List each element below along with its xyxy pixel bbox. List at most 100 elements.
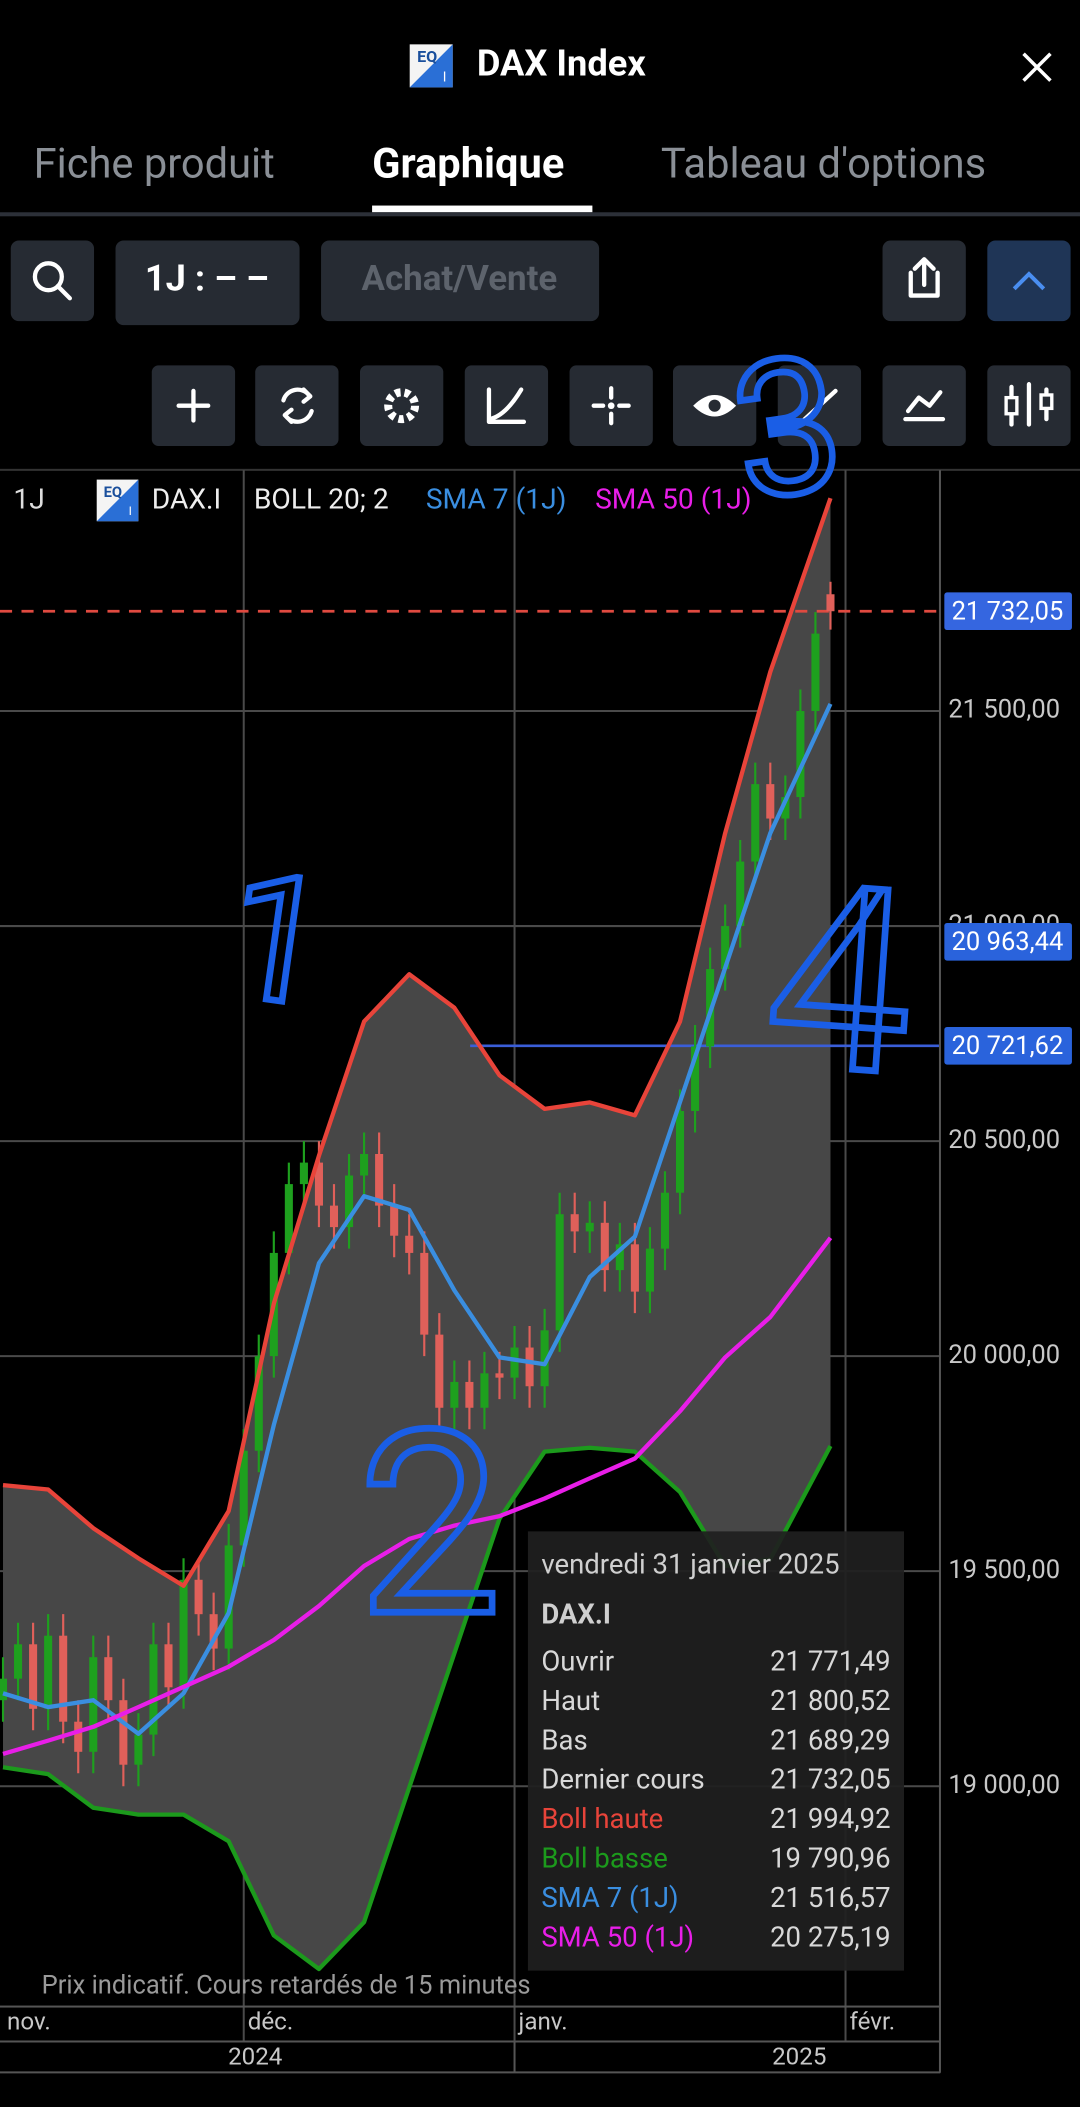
candle-body bbox=[555, 1214, 564, 1331]
indicator-line bbox=[2, 497, 833, 1588]
candle-body bbox=[390, 1205, 399, 1236]
candle-body bbox=[751, 784, 760, 862]
crosshair-icon bbox=[591, 386, 631, 426]
refresh-icon bbox=[281, 387, 314, 424]
period-button[interactable] bbox=[115, 240, 300, 326]
y-tick-label: 19 000,00 bbox=[948, 1770, 1060, 1800]
candle-body bbox=[495, 1373, 504, 1378]
candle-body bbox=[179, 1579, 188, 1688]
footnote: Prix indicatif. Cours retardés de 15 min… bbox=[42, 1970, 531, 2000]
curve-icon bbox=[486, 387, 527, 424]
candle-body bbox=[0, 1678, 8, 1701]
chart-type-button[interactable] bbox=[882, 365, 966, 446]
candle-body bbox=[329, 1205, 339, 1228]
tooltip-label: Bas bbox=[541, 1723, 587, 1756]
candle-body bbox=[525, 1347, 534, 1387]
candle-body bbox=[675, 1110, 685, 1193]
trade-label: Achat/Vente bbox=[362, 258, 558, 299]
candle-body bbox=[510, 1347, 519, 1378]
crosshair-icon bbox=[607, 402, 615, 410]
candle-body bbox=[480, 1373, 489, 1408]
candle-body bbox=[600, 1222, 609, 1271]
gear-icon bbox=[396, 400, 408, 412]
refresh-button[interactable] bbox=[255, 365, 339, 446]
bollinger-band bbox=[3, 498, 831, 1969]
candle-body bbox=[585, 1222, 594, 1232]
tooltip-label: Boll basse bbox=[541, 1842, 667, 1875]
candle-body bbox=[736, 861, 745, 927]
candle-body bbox=[766, 784, 775, 819]
candle-body bbox=[104, 1657, 113, 1701]
candle-body bbox=[796, 711, 805, 798]
candle-body bbox=[29, 1644, 38, 1709]
y-tick-label: 19 500,00 bbox=[948, 1555, 1060, 1585]
candle-body bbox=[314, 1162, 323, 1206]
tooltip-label: SMA 7 (1J) bbox=[541, 1881, 678, 1914]
tab[interactable]: Fiche produit bbox=[34, 140, 275, 189]
tooltip-value: 19 790,96 bbox=[770, 1842, 891, 1875]
candle-body bbox=[209, 1614, 218, 1649]
price-tag bbox=[944, 1026, 1072, 1065]
share-icon bbox=[908, 257, 940, 298]
candle-body bbox=[615, 1244, 624, 1271]
legend-icon bbox=[96, 479, 139, 522]
x-axis-line bbox=[0, 2040, 941, 2043]
search-icon bbox=[32, 261, 64, 293]
period-label: 1J : – – bbox=[145, 256, 269, 299]
header: EQ I DAX Index bbox=[409, 41, 1052, 88]
trade-button[interactable] bbox=[321, 240, 600, 322]
price-tag-label: 20 721,62 bbox=[952, 1031, 1064, 1061]
candle-body bbox=[164, 1644, 173, 1688]
tooltip-value: 21 689,29 bbox=[770, 1723, 891, 1756]
pen-icon bbox=[801, 388, 838, 423]
search-button[interactable] bbox=[10, 240, 95, 322]
price-tag bbox=[944, 922, 1072, 961]
candle-body bbox=[74, 1721, 83, 1752]
x-tick-label: févr. bbox=[850, 2007, 896, 2035]
line-chart-icon bbox=[903, 390, 946, 422]
divider bbox=[0, 212, 1080, 217]
tab-active[interactable]: Graphique bbox=[372, 140, 564, 189]
tooltip-symbol: DAX.I bbox=[541, 1597, 611, 1630]
tooltip-value: 21 994,92 bbox=[770, 1802, 891, 1835]
tab[interactable]: Tableau d'options bbox=[661, 140, 986, 189]
indicator-line bbox=[2, 1445, 833, 1972]
candle-body bbox=[645, 1248, 654, 1292]
candle-body bbox=[691, 1046, 700, 1111]
product-icon-shade bbox=[409, 44, 453, 88]
x-axis-line bbox=[0, 2005, 941, 2008]
candle-body bbox=[721, 926, 730, 970]
tooltip-value: 21 800,52 bbox=[770, 1684, 891, 1717]
y-tick-label: 20 000,00 bbox=[948, 1340, 1060, 1370]
icon-text: EQ bbox=[104, 483, 123, 501]
icon-text: EQ bbox=[417, 47, 437, 66]
legend-symbol: DAX.I bbox=[152, 483, 221, 516]
tooltip: vendredi 31 janvier 2025 DAX.I Ouvrir 21 77… bbox=[527, 1531, 905, 1971]
tab-underline bbox=[372, 205, 593, 213]
candle-body bbox=[119, 1700, 128, 1765]
tooltip-date: vendredi 31 janvier 2025 bbox=[541, 1548, 839, 1581]
legend-entry: SMA 50 (1J) bbox=[595, 483, 752, 516]
icon-text: I bbox=[443, 70, 447, 85]
candle-body bbox=[44, 1635, 53, 1709]
candle-body bbox=[630, 1244, 639, 1292]
candle-body bbox=[826, 594, 835, 612]
tooltip-label: Ouvrir bbox=[541, 1644, 614, 1677]
tooltip-value: 20 275,19 bbox=[770, 1921, 891, 1954]
search-icon bbox=[55, 284, 72, 301]
price-tag-label: 21 732,05 bbox=[952, 596, 1064, 626]
candle-body bbox=[375, 1154, 384, 1206]
icon-text: I bbox=[129, 504, 132, 518]
tooltip-label: Haut bbox=[541, 1684, 600, 1717]
candle-body bbox=[420, 1252, 429, 1335]
collapse-button[interactable] bbox=[987, 240, 1071, 322]
indicator-button[interactable] bbox=[464, 365, 549, 446]
tooltip-label: Boll haute bbox=[541, 1802, 663, 1835]
candle-body bbox=[239, 1450, 248, 1546]
candle-body bbox=[299, 1162, 308, 1185]
close-button[interactable] bbox=[1022, 52, 1052, 82]
chart-top-border bbox=[0, 468, 1080, 471]
y-tick-label: 21 500,00 bbox=[948, 695, 1060, 725]
